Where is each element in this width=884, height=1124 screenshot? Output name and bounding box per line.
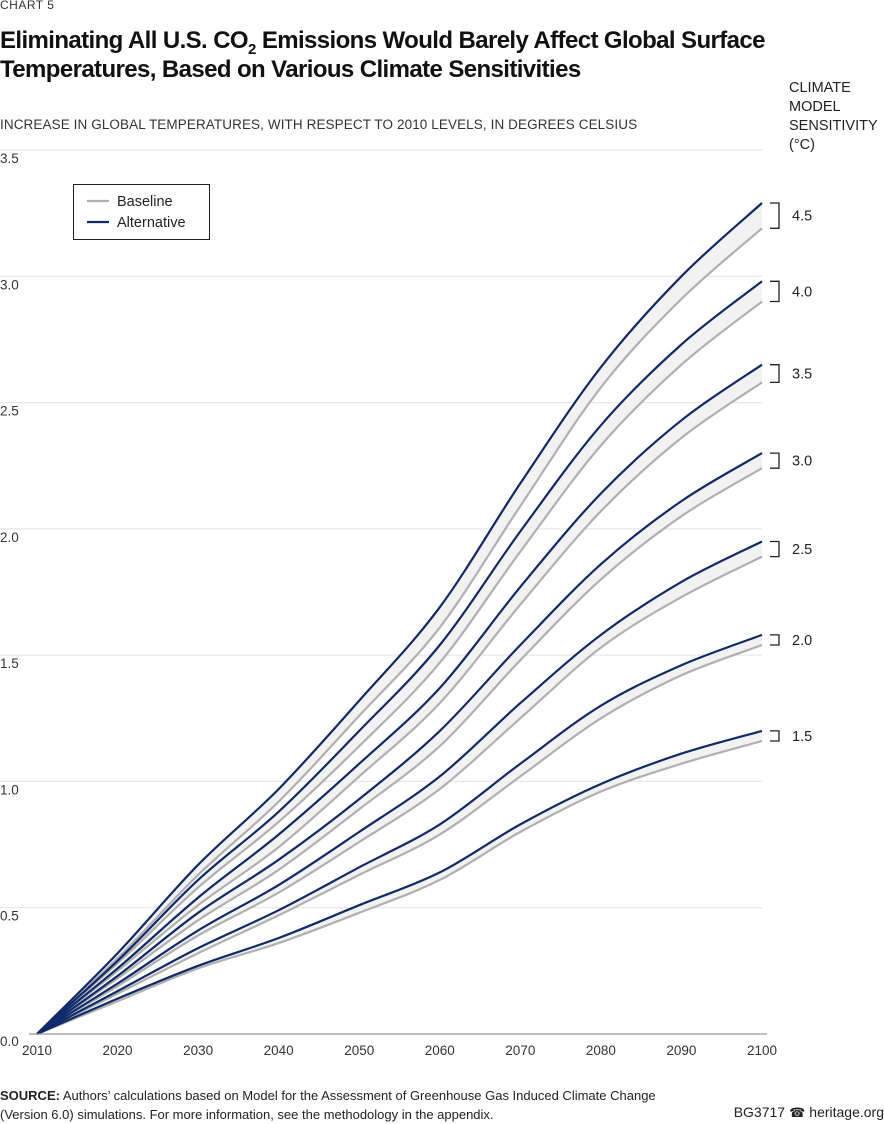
alternative-series-line [36,280,763,1035]
chart-title: Eliminating All U.S. CO2 Emissions Would… [0,26,790,84]
bell-icon: ☎ [789,1105,806,1120]
y-tick-label: 2.5 [0,404,19,419]
alternative-series-line [36,452,763,1035]
axes: 0.0 0.5 1.0 1.5 2.0 2.5 3.0 3.5 2010 2020 2030 2040… [0,151,777,1058]
sensitivity-bracket [770,452,780,469]
legend: Baseline Alternative [73,184,210,240]
alternative-series-line [36,633,763,1035]
baseline-series-group [36,227,763,1036]
x-tick-label: 2030 [183,1043,213,1058]
line-chart: 0.0 0.5 1.0 1.5 2.0 2.5 3.0 3.5 2010 2020 2030 2040… [0,149,812,1058]
sensitivity-label: 4.0 [792,284,812,300]
title-text-part1: Eliminating All U.S. CO [0,27,249,54]
sensitivity-title-line: CLIMATE [789,80,851,96]
alternative-series-line [36,202,763,1035]
legend-box [73,184,210,240]
chart-number: CHART 5 [0,0,55,12]
grid [0,149,762,909]
title-text-part2: Emissions Would Barely Affect Global Sur… [0,27,765,83]
x-tick-label: 2050 [344,1043,374,1058]
y-tick-label: 2.0 [0,530,19,545]
source-label: SOURCE: [0,1088,60,1103]
sensitivity-title-line: SENSITIVITY [789,118,878,134]
legend-label: Alternative [117,215,186,231]
alternative-series-line [36,363,763,1035]
x-tick-label: 2070 [505,1043,535,1058]
baseline-series-line [36,643,763,1035]
alternative-series-line [36,540,763,1035]
baseline-series-line [36,467,763,1035]
x-tick-label: 2060 [425,1043,455,1058]
sensitivity-label: 1.5 [792,729,812,745]
x-tick-label: 2020 [103,1043,133,1058]
difference-band [37,203,762,1034]
y-tick-label: 0.5 [0,909,19,924]
chart-subtitle: INCREASE IN GLOBAL TEMPERATURES, WITH RE… [0,117,638,132]
alternative-series-line [36,729,763,1036]
sensitivity-title-line: (°C) [789,137,815,153]
y-tick-label: 1.0 [0,782,19,797]
alternative-series-group [36,202,763,1036]
sensitivity-label: 3.0 [792,454,812,470]
x-tick-label: 2040 [264,1043,294,1058]
sensitivity-labels: 1.5 2.0 2.5 3.0 3.5 4.0 4.5 [770,202,812,745]
y-tick-label: 1.5 [0,656,19,671]
sensitivity-label: 2.5 [792,542,812,558]
baseline-series-line [36,555,763,1035]
site-name: heritage.org [809,1104,884,1120]
baseline-series-line [36,300,763,1035]
sensitivity-bracket [770,540,780,558]
credit-line: BG3717 ☎ heritage.org [734,1104,884,1121]
y-tick-label: 3.5 [0,151,19,166]
x-tick-label: 2080 [586,1043,616,1058]
baseline-series-line [36,739,763,1036]
title-subscript: 2 [248,40,256,58]
source-note: SOURCE: Authors’ calculations based on M… [0,1086,660,1124]
sensitivity-bracket [770,730,780,742]
baseline-series-line [36,381,763,1035]
sensitivity-bracket [770,280,780,303]
difference-band [37,541,762,1034]
sensitivity-bracket [770,634,780,646]
sensitivity-bracket [770,364,780,384]
y-tick-label: 0.0 [0,1034,19,1049]
sensitivity-label: 4.5 [792,209,812,225]
legend-label: Baseline [117,194,173,210]
baseline-series-line [36,227,763,1035]
y-tick-label: 3.0 [0,277,19,292]
x-tick-label: 2100 [747,1043,777,1058]
sensitivity-bracket [770,202,780,229]
sensitivity-title-line: MODEL [789,99,841,115]
report-id: BG3717 [733,1104,786,1120]
source-text: Authors’ calculations based on Model for… [0,1088,656,1122]
x-tick-label: 2090 [666,1043,696,1058]
sensitivity-label: 2.0 [792,633,812,649]
x-tick-label: 2010 [22,1043,52,1058]
sensitivity-column-title: CLIMATE MODEL SENSITIVITY (°C) [789,79,884,155]
sensitivity-label: 3.5 [792,367,812,383]
